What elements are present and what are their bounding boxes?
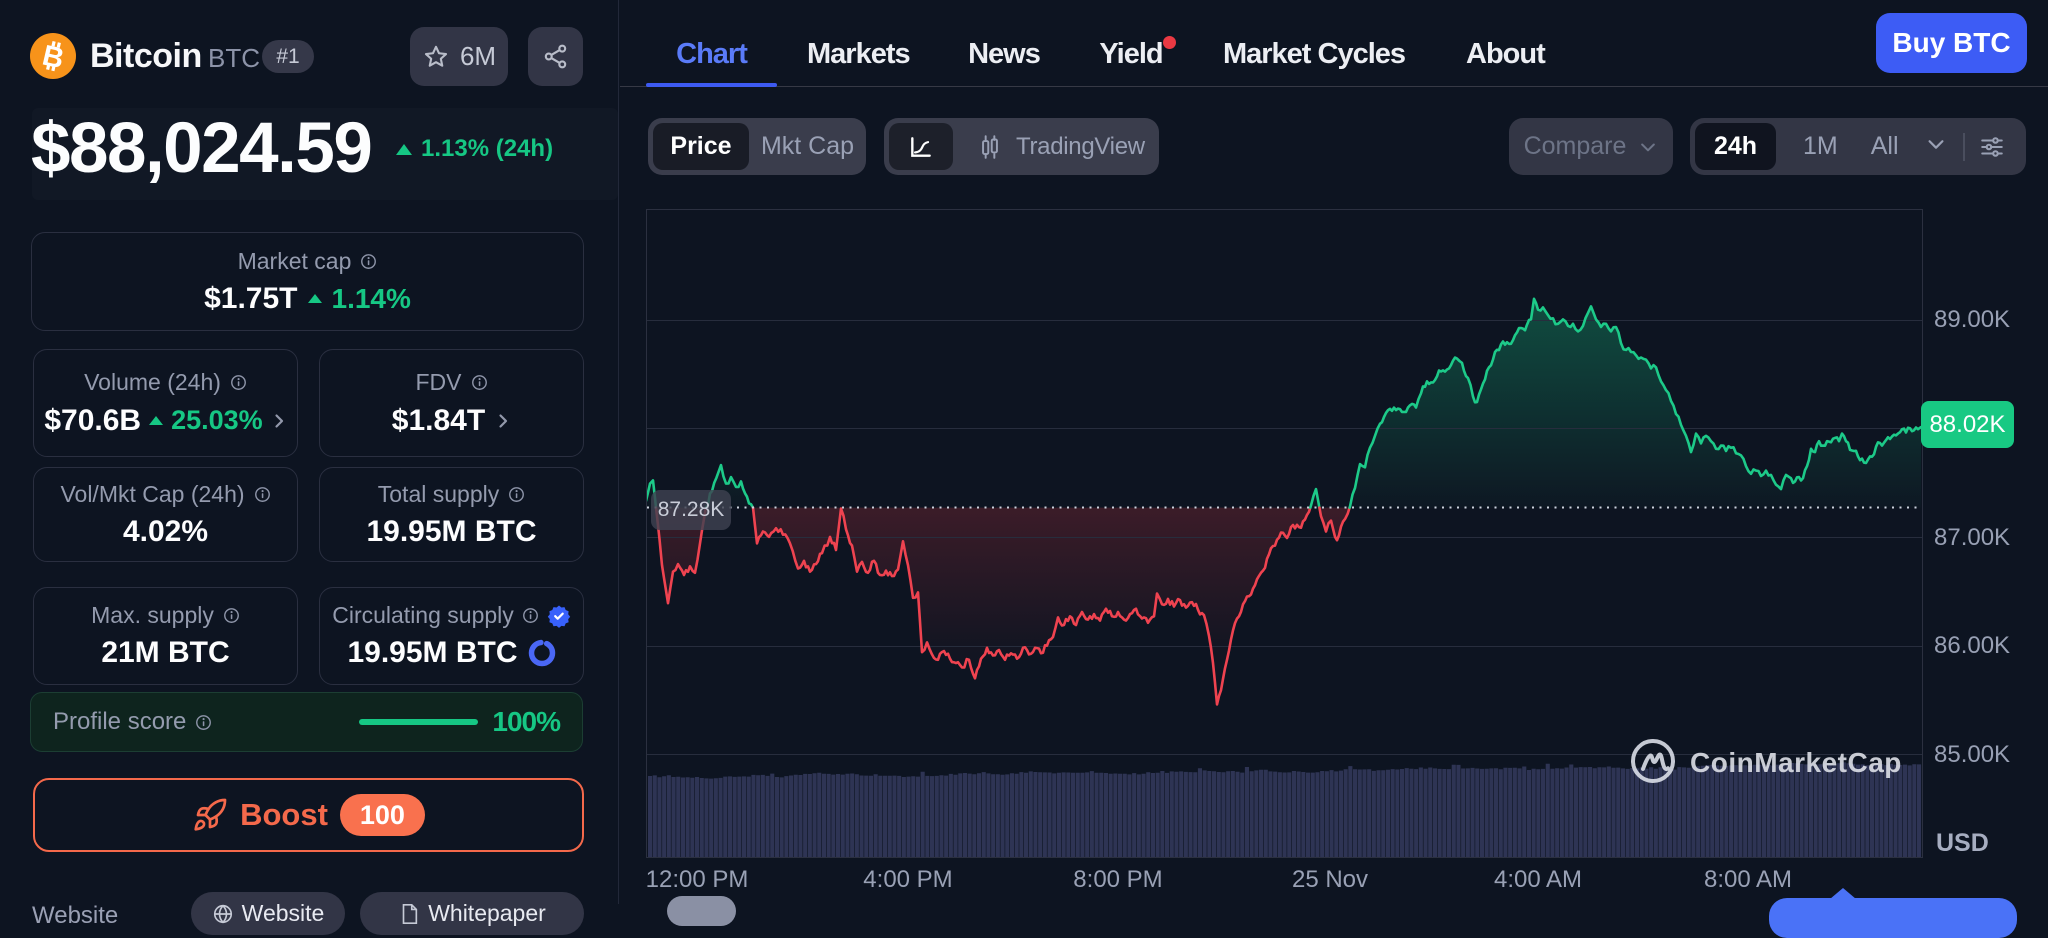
svg-text:CoinMarketCap: CoinMarketCap: [1690, 747, 1902, 778]
